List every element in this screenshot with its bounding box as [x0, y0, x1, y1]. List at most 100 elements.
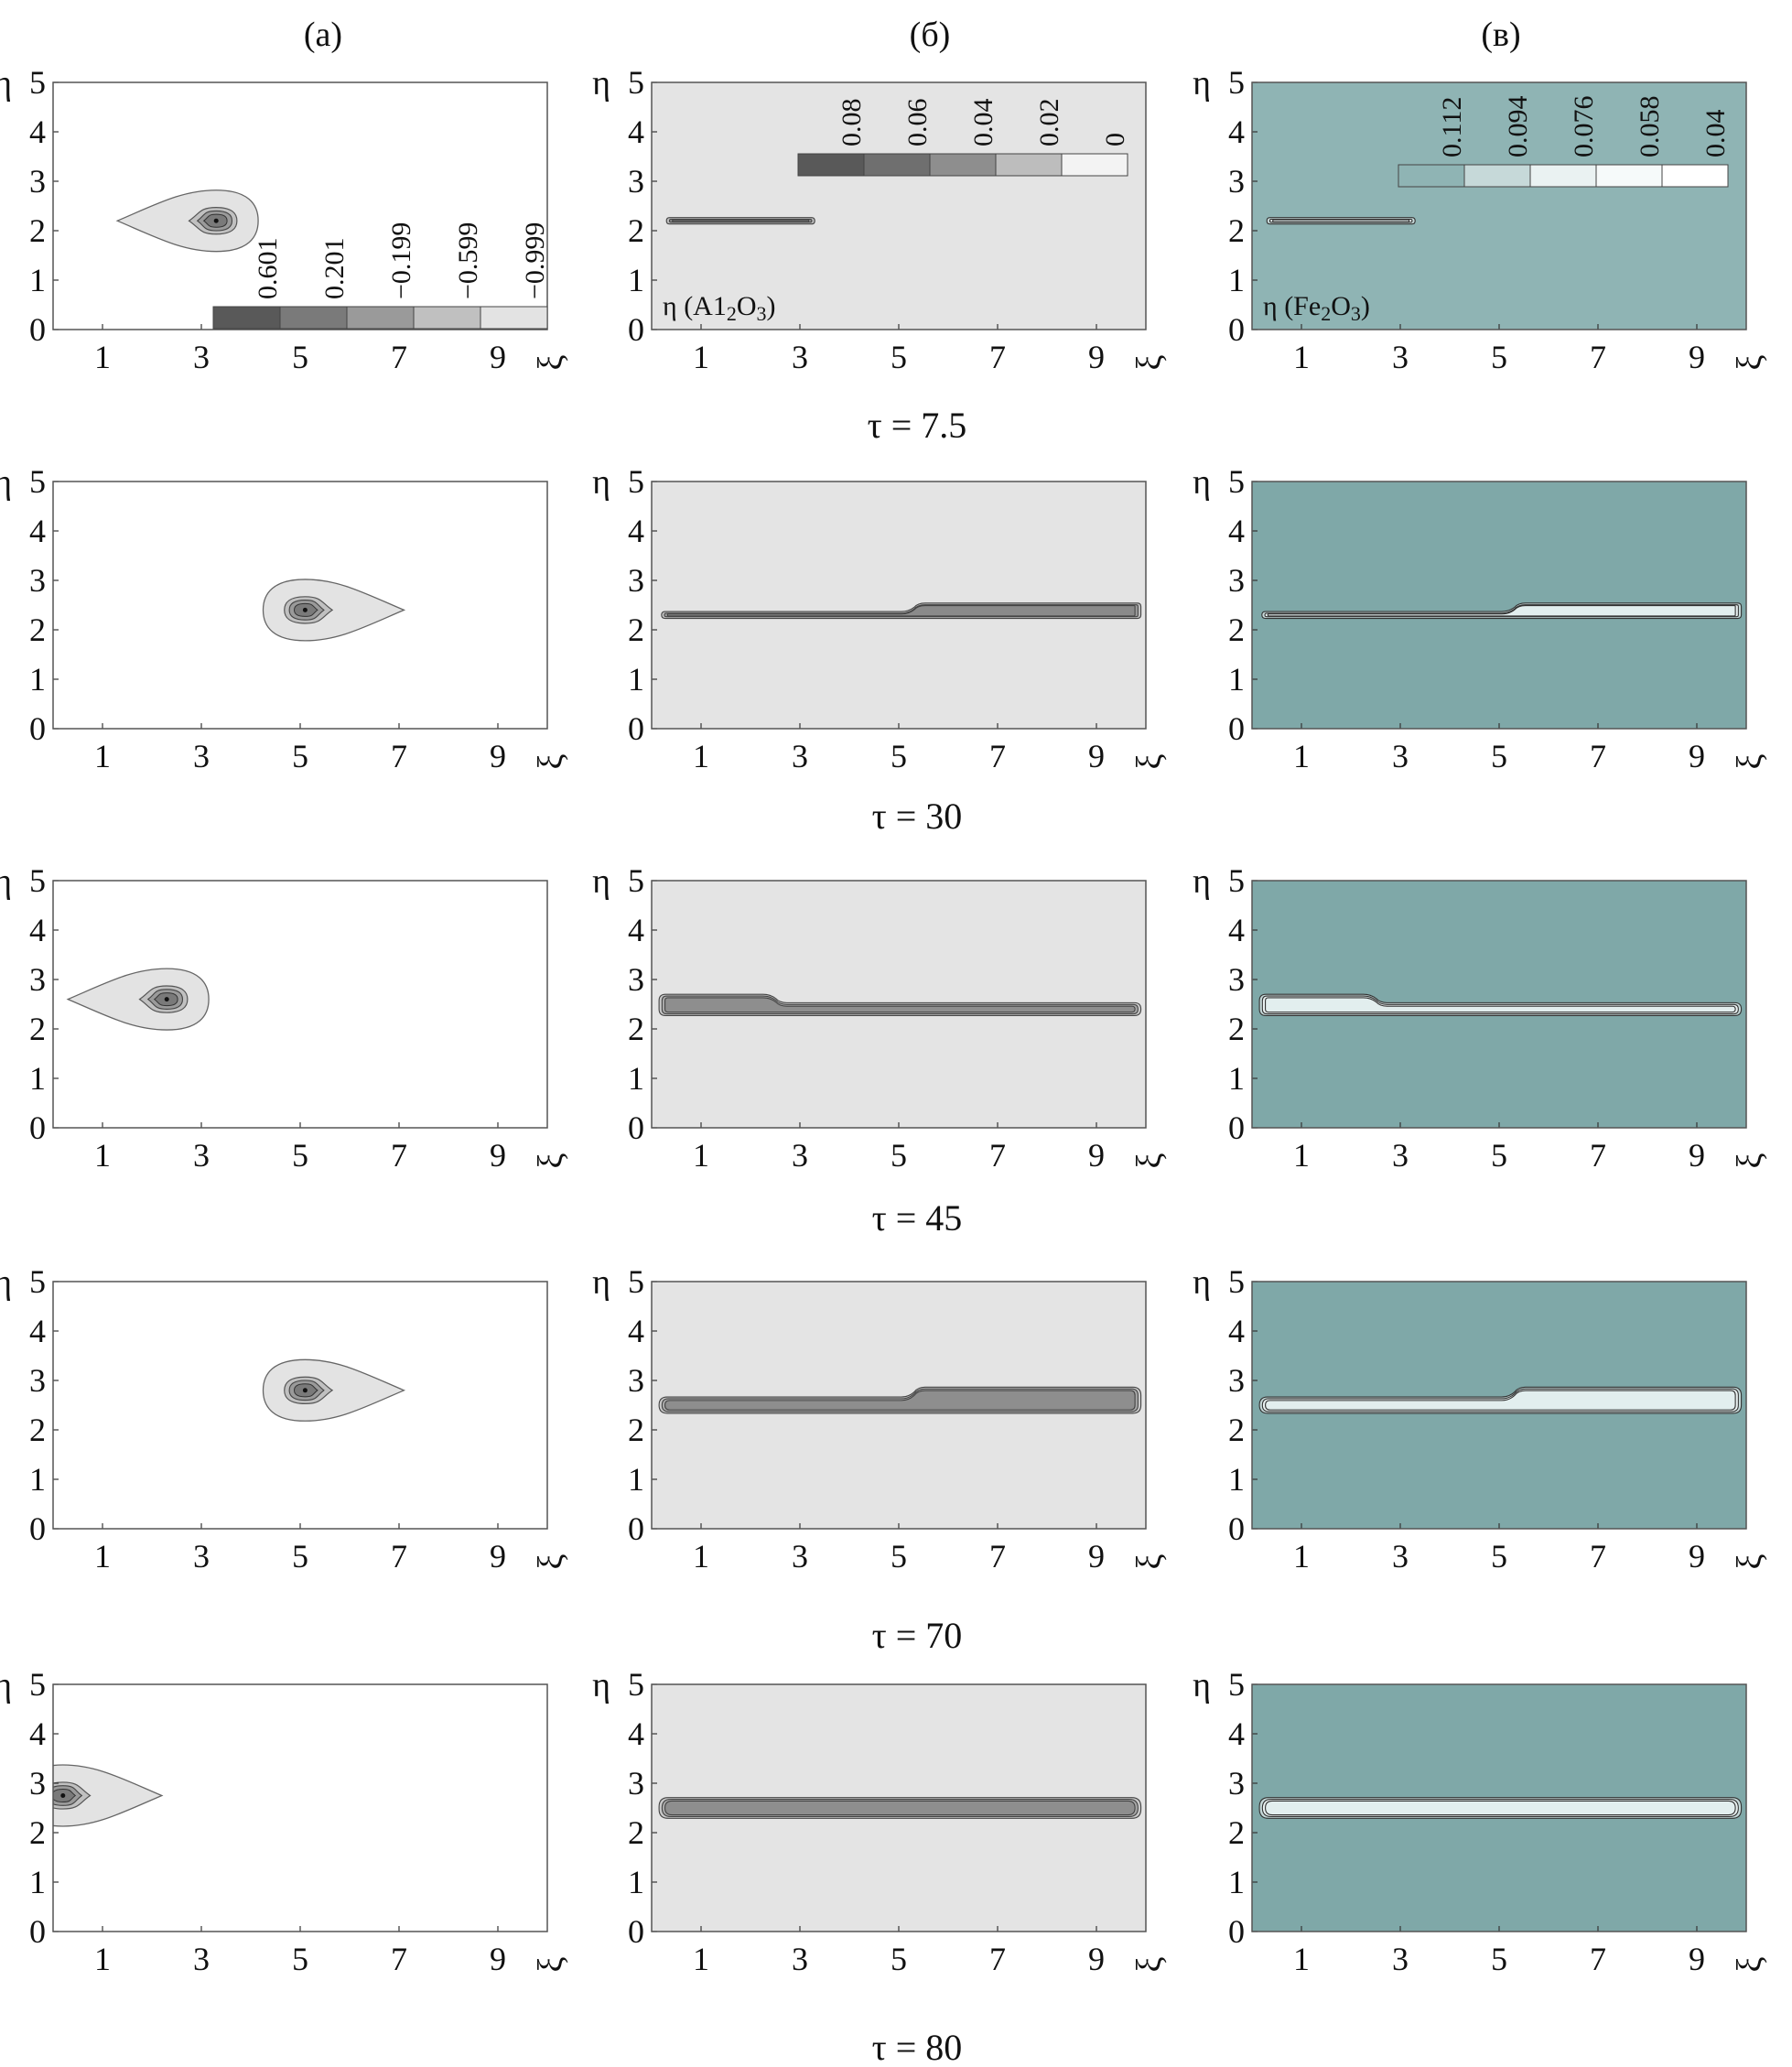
y-tick-label: 5 [628, 862, 644, 899]
y-tick-label: 4 [29, 1715, 46, 1752]
drop-contours [262, 579, 406, 642]
tau-label: τ = 30 [872, 795, 963, 837]
y-tick-label: 1 [1228, 1864, 1245, 1900]
legend-swatch [797, 153, 865, 177]
x-tick-label: 3 [1392, 738, 1409, 774]
y-tick-label: 5 [628, 463, 644, 500]
y-tick-label: 2 [1228, 212, 1245, 249]
y-tick-label: 5 [1228, 1666, 1245, 1703]
y-tick-label: 4 [628, 912, 644, 948]
legend-label: 0.112 [1437, 97, 1467, 157]
x-tick-label: 1 [693, 1941, 709, 1977]
x-tick-label: 5 [891, 339, 907, 375]
y-tick-label: 1 [628, 1461, 644, 1498]
x-tick-label: 9 [1088, 1137, 1105, 1174]
legend-swatch [1061, 153, 1128, 177]
x-tick-label: 1 [693, 1538, 709, 1575]
x-tick-label: 7 [391, 1941, 407, 1977]
x-axis-label: ξ [532, 354, 570, 370]
y-axis-label: η [0, 1263, 12, 1302]
y-axis-label: η [0, 1666, 12, 1704]
panel-a-bg [53, 82, 547, 330]
plot-frame [1251, 81, 1747, 330]
x-tick-label: 5 [1491, 1137, 1507, 1174]
legend-label: 0.058 [1635, 96, 1665, 158]
x-tick-label: 7 [1590, 738, 1606, 774]
y-tick-label: 0 [628, 710, 644, 747]
band-contour [1272, 219, 1410, 222]
drop-center [60, 1793, 66, 1798]
x-tick-label: 9 [1088, 1538, 1105, 1575]
y-tick-label: 0 [628, 1109, 644, 1146]
tau-label: τ = 80 [872, 2027, 963, 2067]
x-tick-label: 7 [1590, 1137, 1606, 1174]
plot-frame [1251, 1281, 1747, 1530]
y-tick-label: 4 [1228, 912, 1245, 948]
y-tick-label: 1 [29, 1461, 46, 1498]
x-tick-label: 7 [391, 1538, 407, 1575]
y-tick-label: 5 [29, 1263, 46, 1300]
y-tick-label: 0 [1228, 311, 1245, 348]
x-tick-label: 1 [1293, 339, 1310, 375]
y-tick-label: 1 [628, 1864, 644, 1900]
y-tick-label: 4 [1228, 513, 1245, 549]
x-tick-label: 3 [792, 1538, 808, 1575]
x-tick-label: 7 [1590, 1538, 1606, 1575]
y-tick-label: 5 [1228, 1263, 1245, 1300]
x-tick-label: 9 [490, 738, 506, 774]
legend-swatch [279, 306, 348, 330]
plot-frame [1251, 481, 1747, 730]
legend-b: 0.08 0.06 0.04 0.02 0 [797, 99, 1130, 177]
x-tick-label: 3 [193, 1538, 210, 1575]
plot-frame [52, 1281, 548, 1530]
x-tick-label: 1 [1293, 738, 1310, 774]
x-tick-label: 1 [1293, 1538, 1310, 1575]
y-tick-label: 4 [1228, 1715, 1245, 1752]
x-tick-label: 9 [1689, 339, 1705, 375]
y-tick-label: 2 [628, 1011, 644, 1047]
x-tick-label: 3 [792, 1941, 808, 1977]
y-tick-label: 0 [29, 1510, 46, 1547]
x-tick-label: 9 [1689, 1941, 1705, 1977]
y-tick-label: 1 [1228, 1060, 1245, 1097]
y-tick-label: 1 [29, 1060, 46, 1097]
legend-swatch [995, 153, 1063, 177]
y-tick-label: 0 [29, 1913, 46, 1950]
y-tick-label: 0 [1228, 1510, 1245, 1547]
y-axis-label: η [592, 1263, 610, 1302]
x-axis-label: ξ [1731, 1553, 1769, 1569]
x-tick-label: 1 [94, 339, 111, 375]
y-tick-label: 5 [29, 862, 46, 899]
x-tick-label: 9 [1088, 1941, 1105, 1977]
plot-frame [651, 1683, 1147, 1932]
x-axis-label: ξ [532, 1553, 570, 1569]
drop-contour-outer [262, 1358, 406, 1422]
x-tick-label: 5 [292, 1941, 308, 1977]
y-tick-label: 4 [628, 1715, 644, 1752]
legend-label: −0.199 [386, 222, 416, 299]
y-tick-label: 3 [1228, 562, 1245, 599]
x-axis-label: ξ [1731, 1956, 1769, 1972]
x-tick-label: 1 [94, 738, 111, 774]
y-tick-label: 1 [1228, 661, 1245, 698]
y-tick-label: 3 [1228, 1362, 1245, 1399]
plot-frame [52, 481, 548, 730]
x-tick-label: 3 [1392, 1538, 1409, 1575]
legend-swatch [1529, 164, 1597, 188]
x-tick-label: 3 [792, 1137, 808, 1174]
x-axis-label: ξ [1130, 1553, 1169, 1569]
y-tick-label: 0 [628, 311, 644, 348]
x-tick-label: 1 [94, 1137, 111, 1174]
legend-label: 0.04 [968, 99, 999, 147]
x-tick-label: 1 [693, 339, 709, 375]
y-axis-label: η [1193, 64, 1211, 103]
drop-contour-outer [53, 1764, 164, 1827]
plot-frame [651, 81, 1147, 330]
drop-center [213, 218, 219, 223]
drop-contours [66, 968, 210, 1031]
y-tick-label: 2 [1228, 1814, 1245, 1851]
legend-label: 0.04 [1700, 110, 1731, 158]
